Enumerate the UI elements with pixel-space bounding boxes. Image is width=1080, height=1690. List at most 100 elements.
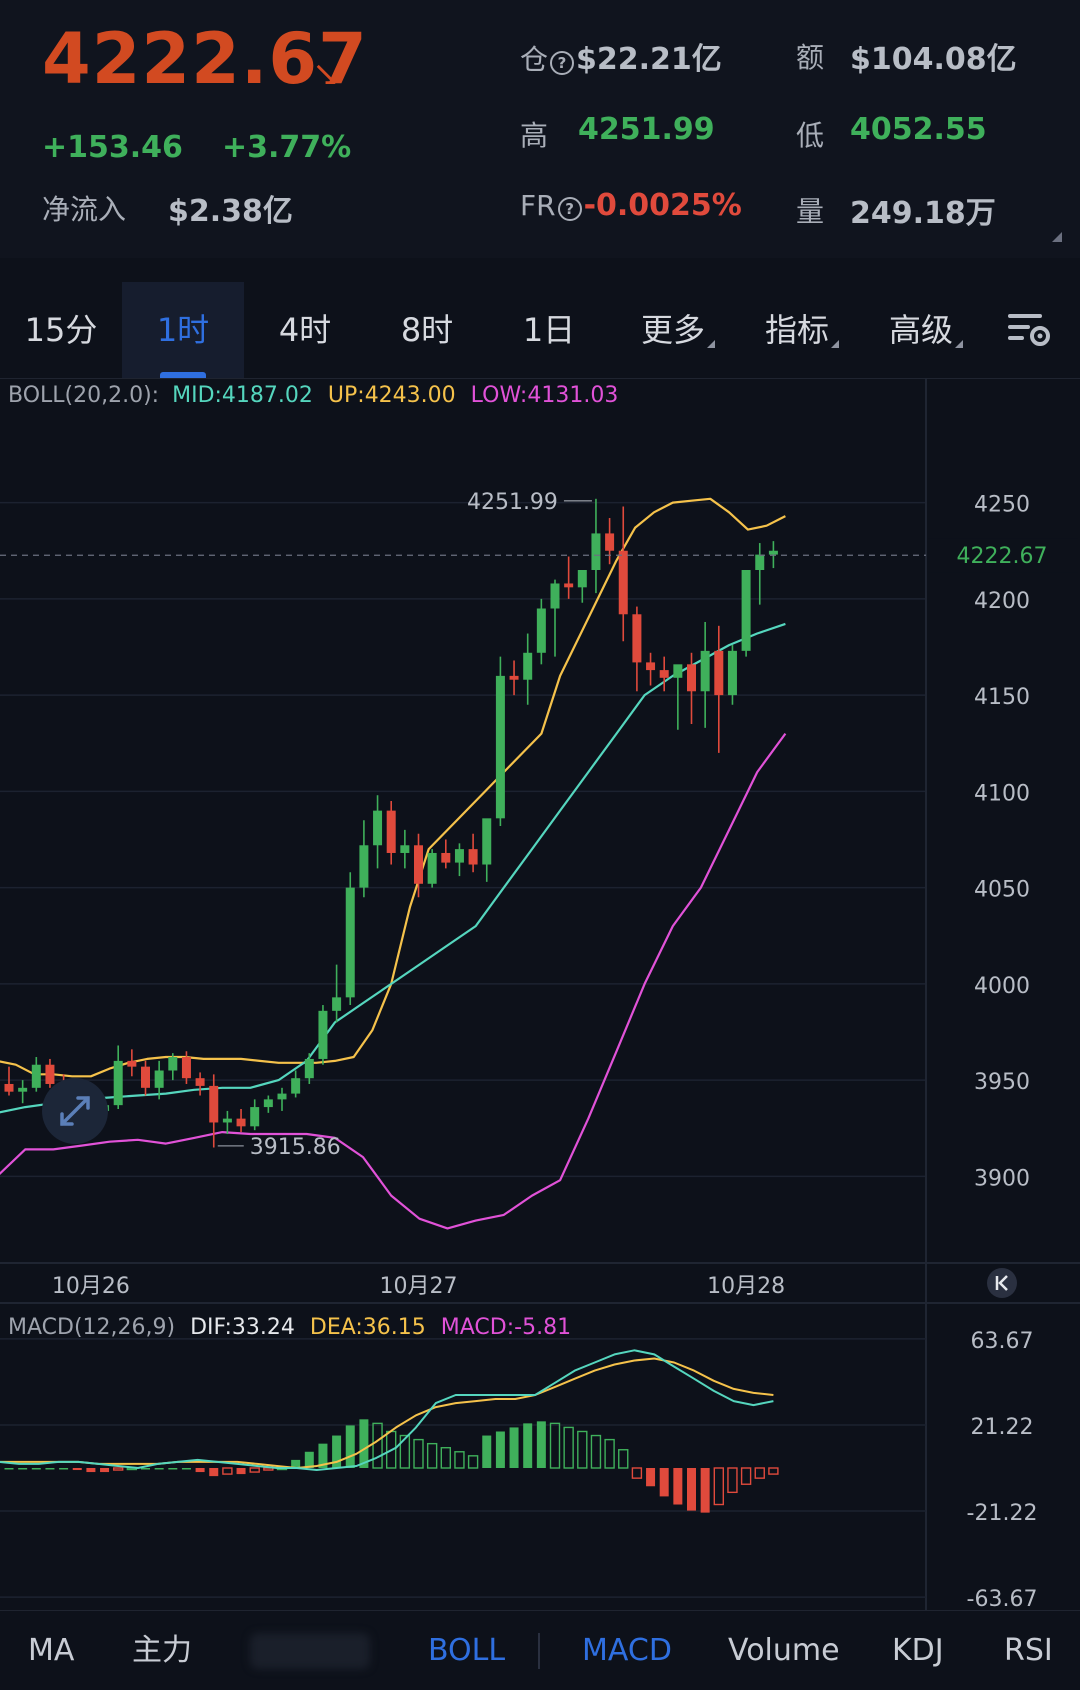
- tab-advanced[interactable]: 高级: [876, 282, 976, 378]
- macd-histogram-bar: [181, 1468, 191, 1470]
- indicator-volume[interactable]: Volume: [728, 1633, 840, 1668]
- candle-body: [168, 1057, 178, 1071]
- candle-body: [141, 1066, 150, 1088]
- scroll-left-icon[interactable]: [987, 1268, 1017, 1298]
- indicator-kdj[interactable]: KDJ: [892, 1633, 944, 1668]
- macd-histogram-bar: [700, 1468, 710, 1513]
- macd-histogram-bar: [59, 1468, 69, 1470]
- turnover-label: 额: [796, 41, 825, 74]
- expand-icon[interactable]: [42, 1078, 108, 1144]
- price-change: +153.46: [42, 130, 183, 165]
- funding-rate-label: FR: [520, 189, 556, 222]
- help-icon[interactable]: ?: [550, 50, 575, 75]
- indicator-main-force[interactable]: 主力: [132, 1633, 192, 1668]
- candle-body: [222, 1118, 232, 1123]
- market-header: 4222.67 ↘ +153.46 +3.77% 净流入 $2.38亿 仓? $2…: [0, 0, 1080, 258]
- bollinger-bands: [0, 497, 787, 1230]
- tab-more-label: 更多: [640, 311, 705, 349]
- candle-body: [618, 550, 628, 615]
- macd-histogram-bar: [563, 1426, 574, 1469]
- macd-histogram-bar: [195, 1468, 205, 1473]
- tab-indicators[interactable]: 指标: [752, 282, 852, 378]
- macd-histogram-bar: [549, 1422, 561, 1469]
- macd-tick-label: -63.67: [967, 1587, 1038, 1610]
- candle-body: [700, 650, 710, 692]
- macd-histogram-bar: [631, 1467, 643, 1479]
- macd-histogram-bar: [18, 1468, 28, 1470]
- tab-15m[interactable]: 15分: [24, 311, 98, 349]
- last-price: 4222.67: [42, 18, 368, 100]
- dea-line: [0, 1357, 774, 1469]
- macd-histogram-bar: [168, 1468, 178, 1470]
- macd-histogram-bar: [112, 1467, 124, 1471]
- macd-tick-label: 63.67: [971, 1329, 1034, 1354]
- macd-histogram-bar: [154, 1468, 164, 1470]
- high-label: 高: [520, 119, 549, 152]
- volume-value: 249.18万: [850, 196, 996, 231]
- low-value: 4052.55: [850, 112, 987, 147]
- help-icon[interactable]: ?: [557, 196, 582, 221]
- blurred-indicator[interactable]: [250, 1633, 370, 1669]
- price-tick-label: 3900: [974, 1166, 1030, 1191]
- candle-body: [509, 675, 519, 680]
- price-tick-label: 4000: [974, 974, 1030, 999]
- macd-histogram-bar: [332, 1435, 342, 1468]
- candle-body: [673, 664, 683, 678]
- macd-tick-label: -21.22: [967, 1501, 1038, 1526]
- funding-rate-value: -0.0025%: [583, 188, 742, 223]
- price-tick-label: 3950: [974, 1070, 1030, 1095]
- boll-legend: BOLL(20,2.0): MID:4187.02 UP:4243.00 LOW…: [8, 383, 618, 408]
- tab-more[interactable]: 更多: [628, 282, 728, 378]
- candle-body: [31, 1064, 41, 1088]
- macd-histogram-bar: [359, 1419, 369, 1468]
- macd-histogram-bar: [536, 1421, 546, 1468]
- candle-body: [236, 1118, 246, 1127]
- net-inflow-value: $2.38亿: [168, 194, 293, 229]
- candle-body: [591, 533, 601, 570]
- candle-body: [386, 810, 396, 853]
- tab-4h[interactable]: 4时: [278, 311, 332, 349]
- indicator-boll[interactable]: BOLL: [428, 1633, 506, 1668]
- candle-body: [4, 1083, 14, 1092]
- candle-body: [127, 1060, 137, 1067]
- candle-body: [263, 1099, 273, 1108]
- macd-histogram-bar: [523, 1423, 533, 1468]
- candle-body: [373, 810, 383, 846]
- macd-legend-dea: DEA:36.15: [310, 1315, 426, 1340]
- chart-area[interactable]: BOLL(20,2.0): MID:4187.02 UP:4243.00 LOW…: [0, 378, 1080, 1610]
- candle-body: [400, 845, 410, 853]
- candle-body: [332, 997, 342, 1011]
- turnover-value: $104.08亿: [850, 42, 1017, 77]
- macd-histogram-bar: [413, 1438, 424, 1469]
- candle-body: [181, 1057, 191, 1079]
- extreme-markers: 4251.99 3915.86: [217, 490, 592, 1160]
- macd-histogram-bar: [4, 1468, 14, 1470]
- macd-histogram-bar: [209, 1468, 219, 1477]
- candle-body: [345, 887, 355, 998]
- macd-histogram-bar: [31, 1468, 41, 1470]
- tab-8h[interactable]: 8时: [400, 311, 454, 349]
- indicator-rsi[interactable]: RSI: [1004, 1633, 1053, 1668]
- macd-legend-name: MACD(12,26,9): [8, 1315, 175, 1340]
- price-tick-label: 4150: [974, 685, 1030, 710]
- macd-legend-macd: MACD:-5.81: [441, 1315, 571, 1340]
- candle-body: [550, 583, 560, 609]
- main-gridlines: [0, 501, 926, 1178]
- price-axis-ticks: 4250 4200 4150 4100 4050 4000 3950 3900: [974, 493, 1030, 1192]
- current-price-tag: 4222.67: [957, 544, 1048, 569]
- indicator-ma[interactable]: MA: [28, 1633, 75, 1668]
- expand-corner-icon[interactable]: [1052, 232, 1062, 242]
- macd-histogram-bar: [754, 1467, 765, 1479]
- macd-histogram-bar: [141, 1468, 150, 1470]
- tab-1d[interactable]: 1日: [522, 311, 576, 349]
- candle-body: [441, 852, 451, 863]
- tab-advanced-label: 高级: [888, 311, 953, 349]
- interval-tabs: 15分 1时 4时 8时 1日 更多 指标 高级: [0, 282, 1080, 379]
- chart-settings-icon[interactable]: [1000, 310, 1056, 350]
- tab-1h[interactable]: 1时: [122, 282, 244, 378]
- low-marker-label: 3915.86: [250, 1135, 341, 1160]
- indicator-macd[interactable]: MACD: [582, 1633, 672, 1668]
- boll-upper-line: [0, 497, 786, 1078]
- macd-histogram-bar: [236, 1468, 246, 1475]
- low-label: 低: [796, 119, 825, 152]
